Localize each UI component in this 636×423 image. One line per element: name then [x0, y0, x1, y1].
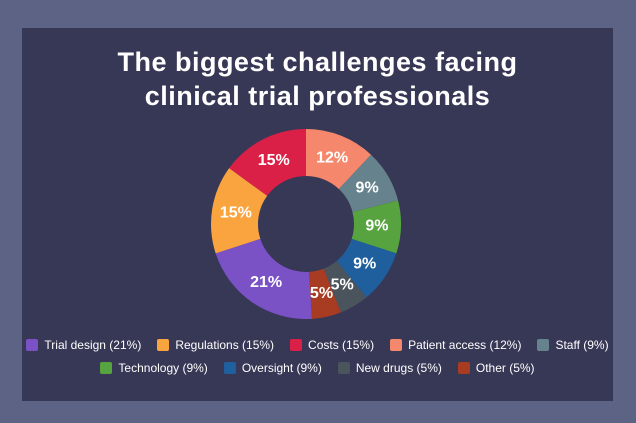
legend-label: Regulations (15%)	[175, 338, 275, 352]
segment-value-label: 15%	[220, 204, 252, 221]
chart-legend: Trial design (21%) Regulations (15%) Costs…	[22, 338, 613, 375]
legend-item: Regulations (15%)	[157, 338, 274, 352]
legend-item: New drugs (5%)	[337, 361, 442, 375]
donut-chart: 12% 9% 9% 9% 5% 5% 21% 15% 15%	[206, 124, 406, 324]
legend-item: Other (5%)	[457, 361, 535, 375]
chart-panel: The biggest challenges facing clinical t…	[22, 28, 613, 401]
legend-swatch	[290, 339, 303, 351]
legend-item: Costs (15%)	[290, 338, 374, 352]
legend-label: Trial design (21%)	[44, 338, 142, 352]
pie-segment-trial-design	[215, 238, 312, 319]
legend-swatch	[157, 339, 170, 351]
pie-segment-regulations	[211, 168, 268, 254]
legend-row: Trial design (21%) Regulations (15%) Costs…	[26, 338, 609, 352]
chart-title-line1: The biggest challenges facing	[117, 47, 518, 77]
legend-label: Other (5%)	[475, 361, 535, 375]
legend-swatch	[100, 362, 113, 374]
legend-swatch	[537, 339, 550, 351]
segment-value-label: 5%	[331, 277, 354, 294]
legend-label: Technology (9%)	[118, 361, 208, 375]
legend-row: Technology (9%) Oversight (9%) New drugs (…	[100, 361, 535, 375]
legend-label: Costs (15%)	[308, 338, 375, 352]
legend-item: Oversight (9%)	[223, 361, 322, 375]
segment-value-label: 9%	[356, 179, 379, 196]
pie-segment-technology	[351, 200, 401, 254]
donut-svg: 12% 9% 9% 9% 5%5% 21% 15% 15%	[211, 129, 401, 319]
pie-segment-other	[309, 268, 341, 319]
segment-value-label: 21%	[250, 274, 282, 291]
legend-label: New drugs (5%)	[355, 361, 442, 375]
pie-segment-patient-access	[306, 129, 372, 190]
segment-value-label: 12%	[316, 149, 348, 166]
segment-value-label: 15%	[258, 152, 290, 169]
legend-swatch	[390, 339, 403, 351]
legend-label: Patient access (12%)	[408, 338, 522, 352]
legend-label: Staff (9%)	[555, 338, 609, 352]
legend-item: Trial design (21%)	[26, 338, 141, 352]
legend-swatch	[223, 362, 236, 374]
pie-segment-new-drugs	[323, 260, 367, 313]
legend-swatch	[26, 339, 39, 351]
pie-segment-costs	[229, 129, 306, 196]
legend-item: Technology (9%)	[100, 361, 208, 375]
segment-value-label: 9%	[353, 255, 376, 272]
legend-label: Oversight (9%)	[241, 361, 322, 375]
chart-title: The biggest challenges facing clinical t…	[22, 46, 613, 114]
pie-segment-oversight	[336, 238, 397, 298]
legend-swatch	[337, 362, 350, 374]
segment-value-label: 5%	[310, 285, 333, 302]
pie-segment-staff	[338, 154, 399, 213]
legend-swatch	[457, 362, 470, 374]
legend-item: Patient access (12%)	[390, 338, 521, 352]
chart-title-line2: clinical trial professionals	[144, 80, 491, 111]
legend-item: Staff (9%)	[537, 338, 609, 352]
segment-value-label: 9%	[365, 218, 388, 235]
